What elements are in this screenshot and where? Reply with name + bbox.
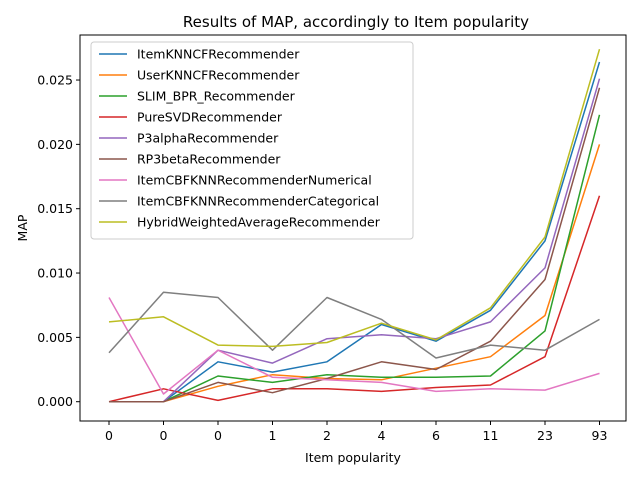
legend-label: SLIM_BPR_Recommender: [137, 89, 296, 104]
x-tick-label: 4: [378, 428, 386, 443]
series-line: [108, 291, 600, 359]
x-tick-label: 0: [214, 428, 222, 443]
y-tick-label: 0.025: [37, 73, 73, 88]
x-tick-label: 93: [592, 428, 608, 443]
y-tick-label: 0.020: [37, 137, 73, 152]
legend-label: PureSVDRecommender: [137, 110, 283, 125]
x-tick-label: 0: [160, 428, 168, 443]
legend-label: P3alphaRecommender: [137, 131, 279, 146]
series-layer: [108, 48, 601, 403]
y-tick-label: 0.005: [37, 330, 73, 345]
series-line: [108, 48, 601, 348]
y-tick-label: 0.000: [37, 394, 73, 409]
chart-title: Results of MAP, accordingly to Item popu…: [183, 13, 529, 31]
series-line: [109, 87, 601, 403]
x-tick-label: 23: [537, 428, 553, 443]
legend-label: ItemCBFKNNRecommenderNumerical: [137, 173, 372, 188]
legend-label: UserKNNCFRecommender: [137, 68, 300, 83]
series-line: [108, 297, 600, 395]
axes-layer: 0 0 0 1 2 4 6 11 23 93 0.000 0.005 0.010 0.015 0.020 0.…: [37, 73, 607, 443]
x-axis-title: Item popularity: [305, 450, 402, 465]
series-line: [109, 61, 601, 403]
legend-label: ItemCBFKNNRecommenderCategorical: [137, 194, 379, 209]
y-tick-label: 0.015: [37, 201, 73, 216]
x-tick-label: 0: [105, 428, 113, 443]
series-line: [109, 78, 601, 403]
x-tick-label: 1: [269, 428, 277, 443]
legend-label: HybridWeightedAverageRecommender: [137, 215, 381, 230]
series-line: [109, 114, 601, 403]
plot-frame: [79, 34, 627, 422]
legend-label: RP3betaRecommender: [137, 152, 281, 167]
legend: ItemKNNCFRecommender UserKNNCFRecommender…: [90, 41, 414, 240]
series-line: [108, 195, 601, 403]
x-tick-label: 2: [323, 428, 331, 443]
y-tick-label: 0.010: [37, 266, 73, 281]
legend-label: ItemKNNCFRecommender: [137, 47, 300, 62]
x-tick-label: 6: [432, 428, 440, 443]
y-axis-title: MAP: [15, 214, 30, 241]
legend-box: [90, 41, 414, 240]
x-tick-label: 11: [483, 428, 499, 443]
